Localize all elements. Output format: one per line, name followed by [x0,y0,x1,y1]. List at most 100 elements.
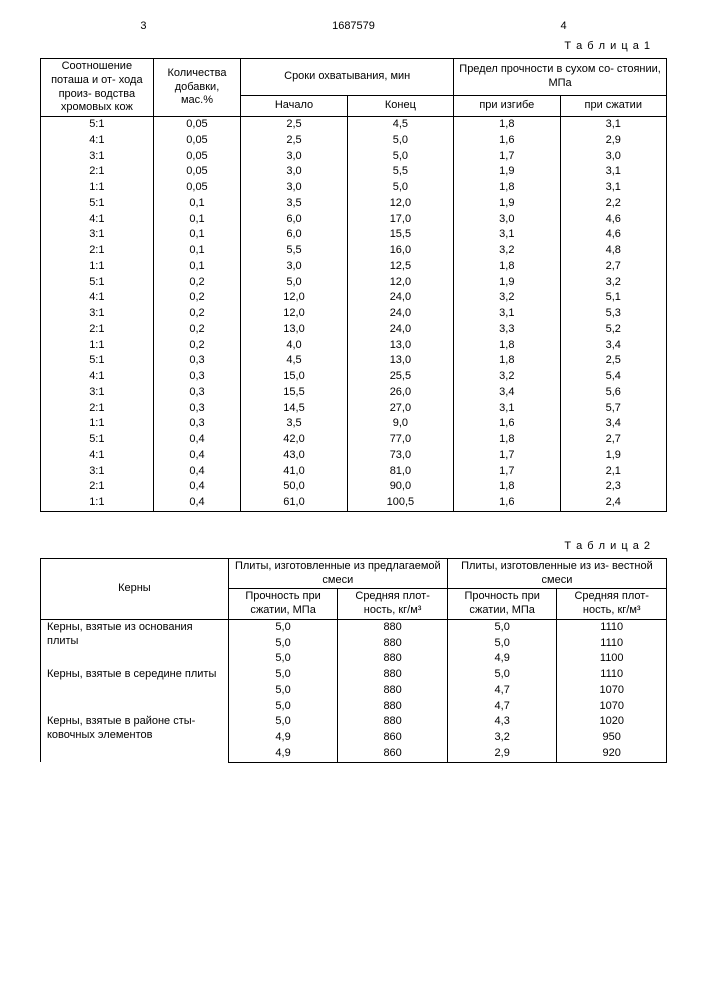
cell: 5,0 [241,275,347,291]
cell: 1,8 [454,259,560,275]
cell: 2,5 [560,353,666,369]
cell: 3,0 [241,164,347,180]
cell: 920 [557,746,667,762]
cell: 5,0 [347,149,453,165]
cell: 15,5 [347,227,453,243]
cell: 1,9 [454,196,560,212]
cell: 15,0 [241,369,347,385]
t1-h-bend: при изгибе [454,96,560,117]
table-row: 3:10,212,024,03,15,3 [41,306,667,322]
page-left: 3 [40,20,247,32]
cell: 880 [338,651,448,667]
cell: 1,8 [454,432,560,448]
cell: 5:1 [41,432,154,448]
cell: 12,0 [347,196,453,212]
cell: 50,0 [241,479,347,495]
cell: 1,8 [454,353,560,369]
doc-number: 1687579 [250,20,457,32]
cell: 4,0 [241,338,347,354]
cell: 24,0 [347,290,453,306]
cell: 3,4 [560,338,666,354]
cell: 5,0 [447,667,557,683]
table-row: 5:10,34,513,01,82,5 [41,353,667,369]
cell: 0,05 [153,133,241,149]
cell: 3:1 [41,227,154,243]
cell: 4,3 [447,714,557,730]
cell: 3,3 [454,322,560,338]
cell: 1,9 [454,164,560,180]
cell: 3,5 [241,416,347,432]
cell: 43,0 [241,448,347,464]
cell: 17,0 [347,212,453,228]
cell: 0,3 [153,353,241,369]
cell: 5,0 [228,651,338,667]
cell: 3,0 [241,180,347,196]
table-row: 2:10,15,516,03,24,8 [41,243,667,259]
cell: 3,2 [454,243,560,259]
cell: 2:1 [41,479,154,495]
section-label: Керны, взятые в районе сты- ковочных эле… [41,714,229,762]
cell: 3,2 [560,275,666,291]
t2-h-proposed: Плиты, изготовленные из предлагаемой сме… [228,558,447,589]
cell: 2:1 [41,401,154,417]
cell: 0,05 [153,149,241,165]
cell: 0,4 [153,448,241,464]
cell: 1,7 [454,149,560,165]
cell: 1,7 [454,448,560,464]
cell: 4,9 [447,651,557,667]
cell: 4,9 [228,730,338,746]
table-row: Керны, взятые из основания плиты5,08805,… [41,619,667,635]
t1-h-ratio: Соотношение поташа и от- хода произ- вод… [41,59,154,117]
cell: 61,0 [241,495,347,511]
cell: 5:1 [41,196,154,212]
table1: Соотношение поташа и от- хода произ- вод… [40,58,667,512]
cell: 12,0 [241,290,347,306]
cell: 1,8 [454,180,560,196]
table-row: 1:10,13,012,51,82,7 [41,259,667,275]
cell: 6,0 [241,227,347,243]
t2-h-str2: Прочность при сжатии, МПа [447,589,557,620]
cell: 3,1 [454,306,560,322]
cell: 0,4 [153,432,241,448]
cell: 2,3 [560,479,666,495]
table-row: 4:10,212,024,03,25,1 [41,290,667,306]
cell: 3,2 [454,369,560,385]
cell: 1,6 [454,133,560,149]
table2-label: Т а б л и ц а 2 [40,540,651,552]
table-row: 4:10,315,025,53,25,4 [41,369,667,385]
cell: 2,7 [560,259,666,275]
table-row: 2:10,450,090,01,82,3 [41,479,667,495]
cell: 3:1 [41,464,154,480]
cell: 6,0 [241,212,347,228]
cell: 880 [338,714,448,730]
table-row: Керны, взятые в районе сты- ковочных эле… [41,714,667,730]
cell: 0,2 [153,290,241,306]
cell: 4:1 [41,290,154,306]
cell: 2,4 [560,495,666,511]
table-row: 3:10,16,015,53,14,6 [41,227,667,243]
cell: 2,5 [241,133,347,149]
cell: 3,0 [454,212,560,228]
cell: 24,0 [347,322,453,338]
cell: 5:1 [41,353,154,369]
cell: 90,0 [347,479,453,495]
cell: 0,2 [153,322,241,338]
cell: 1,8 [454,479,560,495]
cell: 1070 [557,683,667,699]
table-row: 3:10,053,05,01,73,0 [41,149,667,165]
cell: 15,5 [241,385,347,401]
cell: 13,0 [347,338,453,354]
cell: 12,0 [347,275,453,291]
cell: 5,0 [447,636,557,652]
cell: 3,0 [241,149,347,165]
cell: 100,5 [347,495,453,511]
cell: 4,6 [560,227,666,243]
cell: 0,1 [153,227,241,243]
cell: 27,0 [347,401,453,417]
table-row: 2:10,053,05,51,93,1 [41,164,667,180]
cell: 880 [338,683,448,699]
cell: 0,05 [153,164,241,180]
t1-h-settime: Сроки охватывания, мин [241,59,454,96]
table-row: 1:10,053,05,01,83,1 [41,180,667,196]
cell: 2,2 [560,196,666,212]
